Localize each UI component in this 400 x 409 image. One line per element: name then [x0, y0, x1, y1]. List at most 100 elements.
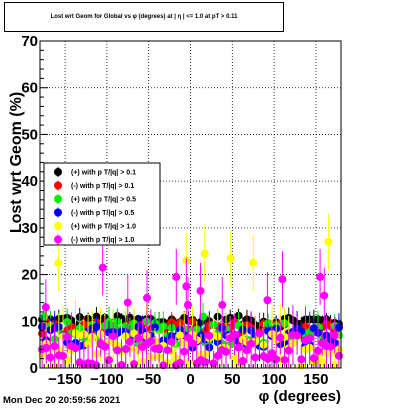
data-point-series-6 [326, 342, 335, 351]
y-tick-label: 70 [21, 33, 38, 50]
y-tick-label: 40 [21, 173, 38, 190]
data-point-series-6 [63, 332, 72, 341]
data-point-series-6 [276, 333, 285, 342]
data-point-series-6 [218, 300, 227, 309]
data-point-series-6 [247, 339, 256, 348]
data-point-series-6 [278, 275, 287, 284]
data-point-series-6 [184, 333, 193, 342]
data-point-series-5 [324, 237, 333, 246]
data-point-series-6 [176, 358, 185, 367]
y-axis-label: Lost wrt Geom (%) [8, 92, 25, 233]
legend-label-6: (-) with p T/|q| > 1.0 [71, 237, 134, 244]
chart-title: Lost wrt Geom for Global vs φ (degrees) … [50, 14, 238, 20]
data-point-series-6 [314, 346, 323, 355]
y-tick-label: 60 [21, 80, 38, 97]
data-point-series-6 [130, 360, 139, 369]
data-point-series-6 [100, 342, 109, 351]
data-point-series-5 [318, 358, 327, 367]
legend: (+) with p T/|q| > 0.1 (-) with p T/|q| >… [43, 162, 161, 246]
legend-marker-4 [54, 208, 62, 217]
x-tick-label: 100 [262, 371, 287, 388]
data-point-series-6 [263, 354, 272, 363]
data-point-series-6 [234, 343, 243, 352]
data-point-series-6 [163, 346, 172, 355]
x-tick-label: −100 [90, 371, 124, 388]
data-point-series-6 [196, 286, 205, 295]
data-point-series-6 [242, 346, 251, 355]
data-point-series-6 [284, 346, 293, 355]
data-point-series-6 [222, 347, 231, 356]
data-point-series-6 [41, 303, 50, 312]
data-point-series-6 [109, 332, 118, 341]
data-point-series-4 [92, 322, 101, 331]
data-point-series-4 [150, 323, 159, 332]
data-point-series-6 [104, 356, 113, 365]
data-point-series-6 [42, 343, 51, 352]
legend-marker-6 [54, 235, 62, 244]
y-tick-label: 20 [21, 267, 38, 284]
legend-marker-5 [54, 222, 62, 230]
legend-label-5: (+) with p T/|q| > 1.0 [71, 224, 136, 231]
data-point-series-6 [146, 337, 155, 346]
legend-marker-2 [54, 181, 62, 190]
legend-box [43, 162, 161, 246]
x-tick-label: −150 [48, 371, 82, 388]
data-point-series-6 [125, 337, 134, 346]
data-point-series-5 [226, 254, 235, 263]
data-point-series-6 [309, 354, 318, 363]
data-point-series-6 [167, 337, 176, 346]
y-tick-label: 0 [30, 360, 38, 377]
data-point-series-6 [238, 356, 247, 365]
data-point-series-6 [113, 346, 122, 355]
data-point-series-6 [71, 344, 80, 353]
data-point-series-6 [280, 355, 289, 364]
data-point-series-6 [213, 351, 222, 360]
data-point-series-6 [143, 293, 152, 302]
data-point-series-6 [172, 272, 181, 281]
data-point-series-6 [121, 345, 130, 354]
x-axis-label: φ (degrees) [259, 388, 341, 405]
data-point-series-6 [201, 358, 210, 367]
data-point-series-3 [199, 312, 208, 321]
legend-marker-3 [54, 195, 62, 203]
data-point-series-5 [249, 258, 258, 267]
data-point-series-6 [230, 330, 239, 339]
data-point-series-6 [305, 334, 314, 343]
data-point-series-4 [334, 323, 343, 332]
data-point-series-6 [155, 344, 164, 353]
data-point-series-6 [251, 353, 260, 362]
data-point-series-5 [84, 340, 93, 349]
data-point-series-6 [293, 331, 302, 340]
data-point-series-6 [272, 355, 281, 364]
data-point-series-6 [297, 355, 306, 364]
data-point-series-6 [268, 349, 277, 358]
x-tick-label: 50 [224, 371, 241, 388]
legend-label-2: (-) with p T/|q| > 0.1 [71, 183, 134, 190]
x-tick-label: 150 [303, 371, 328, 388]
data-point-series-5 [200, 249, 209, 258]
data-point-series-5 [54, 258, 63, 267]
data-point-series-6 [209, 359, 218, 368]
data-point-series-6 [316, 272, 325, 281]
data-point-series-6 [334, 351, 343, 360]
data-point-series-6 [330, 331, 339, 340]
data-point-series-6 [182, 282, 191, 291]
data-point-series-6 [188, 339, 197, 348]
data-point-series-5 [176, 331, 185, 340]
x-tick-label: 0 [186, 371, 194, 388]
data-point-series-6 [98, 263, 107, 272]
legend-label-3: (+) with p T/|q| > 0.5 [71, 197, 136, 204]
legend-marker-1 [54, 168, 62, 176]
data-point-series-1 [92, 312, 101, 321]
chart-title-box: Lost wrt Geom for Global vs φ (degrees) … [4, 2, 284, 32]
data-point-series-3 [40, 312, 49, 321]
data-point-series-6 [123, 298, 132, 307]
data-point-series-6 [183, 300, 192, 309]
y-tick-label: 10 [21, 313, 38, 330]
data-point-series-6 [255, 329, 264, 338]
data-point-series-6 [134, 334, 143, 343]
x-tick-label: −50 [136, 371, 161, 388]
data-point-series-6 [46, 353, 55, 362]
data-point-series-6 [320, 291, 329, 300]
